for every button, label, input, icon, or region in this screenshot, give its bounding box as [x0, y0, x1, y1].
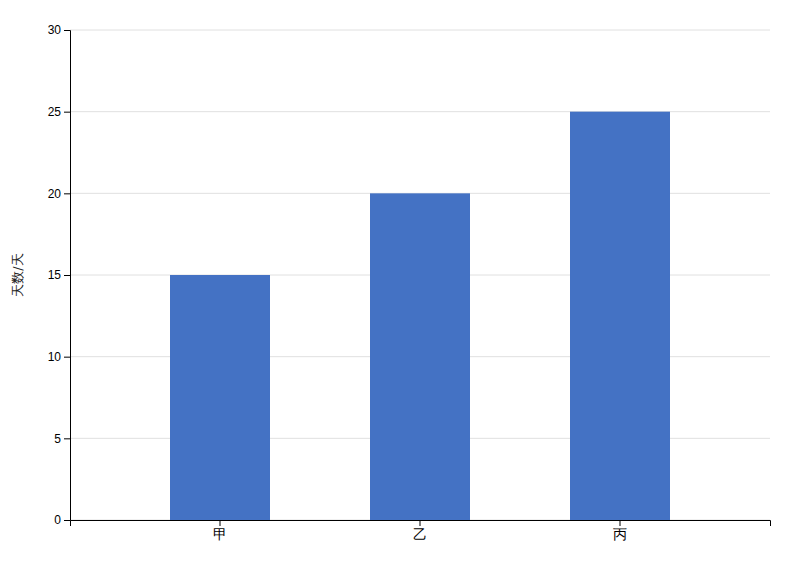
x-tick: 丙	[613, 520, 627, 542]
y-tick: 30	[48, 23, 70, 37]
y-tick: 10	[48, 350, 70, 364]
y-tick: 5	[54, 432, 70, 446]
y-tick-label: 10	[48, 350, 62, 364]
x-tick-label: 乙	[413, 526, 427, 542]
x-tick-label: 丙	[613, 526, 627, 542]
y-tick-label: 25	[48, 105, 62, 119]
plot: 0 5 10 15 20 25 30 甲 乙 丙	[48, 23, 771, 542]
grid-line	[70, 30, 770, 31]
bar	[370, 193, 470, 520]
y-axis-title: 天数/天	[10, 253, 25, 296]
x-tick: 乙	[413, 520, 427, 542]
y-tick-label: 30	[48, 23, 62, 37]
y-tick: 0	[54, 513, 70, 527]
y-tick-label: 20	[48, 187, 62, 201]
chart: 0 5 10 15 20 25 30 甲 乙 丙 天数/天	[0, 0, 800, 565]
y-axis-line	[64, 31, 71, 521]
y-axis: 0 5 10 15 20 25 30	[48, 23, 71, 527]
grid	[70, 30, 770, 520]
y-tick-mark	[64, 520, 70, 521]
x-tick-label: 甲	[213, 526, 227, 542]
y-tick-mark	[64, 193, 70, 194]
y-tick-mark	[64, 112, 70, 113]
y-tick-label: 0	[54, 513, 61, 527]
y-tick-mark	[64, 30, 70, 31]
y-tick: 15	[48, 268, 70, 282]
x-tick: 甲	[213, 520, 227, 542]
bar	[570, 112, 670, 520]
y-tick: 20	[48, 187, 70, 201]
y-tick-mark	[64, 275, 70, 276]
y-tick: 25	[48, 105, 70, 119]
bars	[170, 112, 670, 520]
y-tick-label: 5	[54, 432, 61, 446]
y-tick-mark	[64, 357, 70, 358]
bar	[170, 275, 270, 520]
y-tick-mark	[64, 438, 70, 439]
x-axis: 甲乙丙	[71, 520, 771, 542]
y-tick-label: 15	[48, 268, 62, 282]
